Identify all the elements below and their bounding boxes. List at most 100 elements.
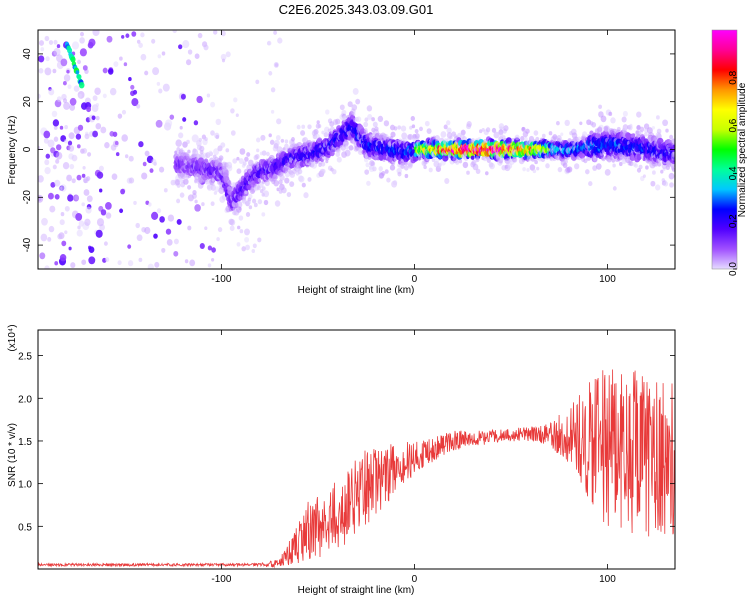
heatmap-cell <box>56 54 63 63</box>
heatmap-marks <box>38 30 675 269</box>
heatmap-cell <box>79 37 85 44</box>
heatmap-cell <box>102 93 107 99</box>
heatmap-cell <box>372 121 378 128</box>
heatmap-cell <box>245 212 251 217</box>
snr-panel: -100 0 100 0.5 1.0 1.5 2.0 2.5 (x10⁴) SNR (10 … <box>7 324 676 596</box>
colorbar-label: Normalized spectral amplitude <box>737 82 748 217</box>
heatmap-cell <box>344 149 351 157</box>
heatmap-cell <box>104 142 110 149</box>
heatmap-cell <box>71 41 80 50</box>
heatmap-cell <box>105 202 112 210</box>
heatmap-cell <box>165 119 173 128</box>
heatmap-cell <box>393 126 398 131</box>
heatmap-cell <box>159 166 165 173</box>
heatmap-cell <box>96 218 105 227</box>
heatmap-cell <box>138 141 144 148</box>
heatmap-cell <box>192 190 197 195</box>
heatmap-cell <box>112 131 118 137</box>
heatmap-cell <box>123 62 128 67</box>
heatmap-cell <box>639 126 645 132</box>
heatmap-cell <box>44 159 50 166</box>
heatmap-cell <box>53 125 58 130</box>
heatmap-cell <box>158 88 163 94</box>
heatmap-cell <box>68 145 75 152</box>
heatmap-cell <box>106 35 113 43</box>
heatmap-cell <box>54 261 59 266</box>
heatmap-cell <box>63 101 71 110</box>
heatmap-cell <box>522 167 526 172</box>
heatmap-cell <box>269 139 275 145</box>
heatmap-cell <box>449 135 453 140</box>
heatmap-cell <box>363 157 369 163</box>
heatmap-cell <box>67 140 73 146</box>
heatmap-cell <box>136 39 141 44</box>
heatmap-cell <box>256 137 261 143</box>
heatmap-cell <box>53 39 58 45</box>
heatmap-cell <box>493 131 500 139</box>
heatmap-cell <box>381 170 386 176</box>
heatmap-cell <box>634 163 638 168</box>
heatmap-cell <box>534 160 538 165</box>
heatmap-cell <box>236 168 242 175</box>
heatmap-cell <box>87 41 94 49</box>
heatmap-cell <box>259 151 263 156</box>
heatmap-cell <box>343 139 349 146</box>
heatmap-cell <box>574 163 580 170</box>
heatmap-cell <box>514 134 520 141</box>
heatmap-cell <box>132 89 138 95</box>
heatmap-cell <box>364 169 370 175</box>
y-tick-label: 0 <box>22 146 33 152</box>
heatmap-cell <box>236 242 241 247</box>
heatmap-cell <box>91 115 96 121</box>
heatmap-cell <box>62 162 70 170</box>
heatmap-cell <box>187 225 192 231</box>
heatmap-cell <box>329 121 335 127</box>
heatmap-cell <box>356 116 362 123</box>
heatmap-cell <box>545 163 550 169</box>
heatmap-cell <box>138 42 143 48</box>
heatmap-cell <box>238 215 244 221</box>
heatmap-cell <box>61 240 67 247</box>
heatmap-cell <box>100 126 107 134</box>
heatmap-cell <box>612 163 616 168</box>
x-tick-label: -100 <box>211 274 231 285</box>
heatmap-cell <box>419 126 423 132</box>
heatmap-cell <box>55 159 60 164</box>
heatmap-cell <box>479 129 483 134</box>
heatmap-cell <box>397 171 402 177</box>
heatmap-cell <box>74 195 79 201</box>
heatmap-cell <box>241 246 246 252</box>
heatmap-cell <box>178 44 183 50</box>
heatmap-cell <box>194 53 200 59</box>
heatmap-cell <box>64 139 68 144</box>
heatmap-cell <box>251 198 257 204</box>
heatmap-cell <box>588 181 593 187</box>
heatmap-cell <box>206 93 211 98</box>
heatmap-cell <box>119 56 123 61</box>
x-tick-label: 0 <box>412 274 418 285</box>
heatmap-cell <box>471 138 475 143</box>
heatmap-cell <box>38 68 44 74</box>
heatmap-cell <box>442 154 449 162</box>
heatmap-cell <box>444 178 450 184</box>
heatmap-cell <box>363 121 369 128</box>
heatmap-cell <box>39 252 46 260</box>
heatmap-cell <box>301 182 306 188</box>
heatmap-cell <box>223 169 230 176</box>
heatmap-cell <box>121 109 127 115</box>
heatmap-cell <box>225 148 230 153</box>
heatmap-cell <box>458 159 463 164</box>
heatmap-cell <box>199 145 205 152</box>
heatmap-cell <box>489 162 495 170</box>
heatmap-cell <box>38 194 44 203</box>
heatmap-cell <box>455 160 460 165</box>
heatmap-cell <box>307 177 312 182</box>
heatmap-cell <box>238 206 242 211</box>
heatmap-cell <box>49 205 56 213</box>
heatmap-cell <box>446 127 452 134</box>
colorbar-tick-label: 0.0 <box>728 262 739 276</box>
heatmap-cell <box>43 130 51 139</box>
heatmap-cell <box>69 104 76 111</box>
heatmap-cell <box>196 95 203 104</box>
